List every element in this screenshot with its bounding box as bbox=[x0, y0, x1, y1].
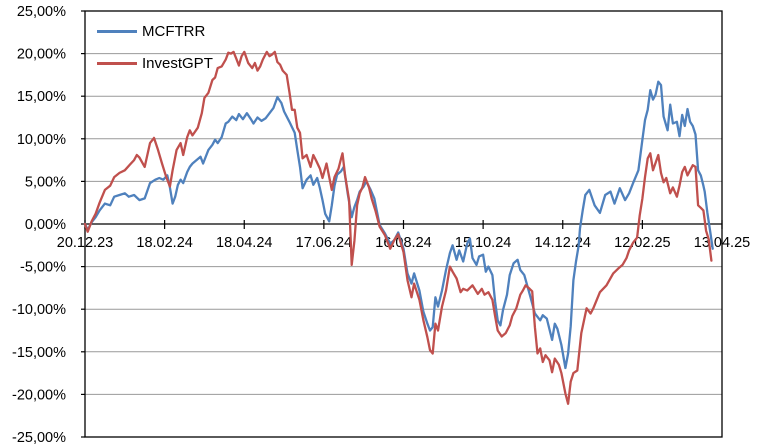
legend-label-investgpt: InvestGPT bbox=[142, 55, 213, 72]
x-axis-label-13.04.25: 13.04.25 bbox=[694, 235, 750, 251]
chart-legend: MCFTRR InvestGPT bbox=[97, 21, 213, 74]
y-axis-label-10: 10,00% bbox=[17, 132, 66, 148]
legend-item-mcftrr: MCFTRR bbox=[97, 21, 213, 42]
y-axis-label-25: 25,00% bbox=[17, 4, 66, 20]
y-axis-label-20: 20,00% bbox=[17, 47, 66, 63]
y-axis-label--5: -5,00% bbox=[20, 260, 66, 276]
legend-label-mcftrr: MCFTRR bbox=[142, 23, 206, 40]
y-axis-label-0: 0,00% bbox=[25, 217, 66, 233]
x-axis-label-15.10.24: 15.10.24 bbox=[455, 235, 511, 251]
x-axis-label-18.04.24: 18.04.24 bbox=[216, 235, 272, 251]
x-axis-label-18.02.24: 18.02.24 bbox=[136, 235, 192, 251]
series-line-mcftrr bbox=[83, 80, 714, 370]
x-axis-label-14.12.24: 14.12.24 bbox=[535, 235, 591, 251]
y-axis-label--10: -10,00% bbox=[12, 302, 66, 318]
y-axis-label--25: -25,00% bbox=[12, 430, 66, 446]
y-axis-label-5: 5,00% bbox=[25, 174, 66, 190]
y-axis-label--15: -15,00% bbox=[12, 345, 66, 361]
mcftrr-line-swatch bbox=[97, 30, 137, 33]
x-axis-label-12.02.25: 12.02.25 bbox=[614, 235, 670, 251]
y-axis-label--20: -20,00% bbox=[12, 387, 66, 403]
legend-item-investgpt: InvestGPT bbox=[97, 53, 213, 74]
investgpt-line-swatch bbox=[97, 62, 137, 65]
series-line-investgpt bbox=[83, 50, 713, 405]
x-axis-label-17.06.24: 17.06.24 bbox=[296, 235, 352, 251]
x-axis-label-20.12.23: 20.12.23 bbox=[57, 235, 113, 251]
y-axis-label-15: 15,00% bbox=[17, 89, 66, 105]
